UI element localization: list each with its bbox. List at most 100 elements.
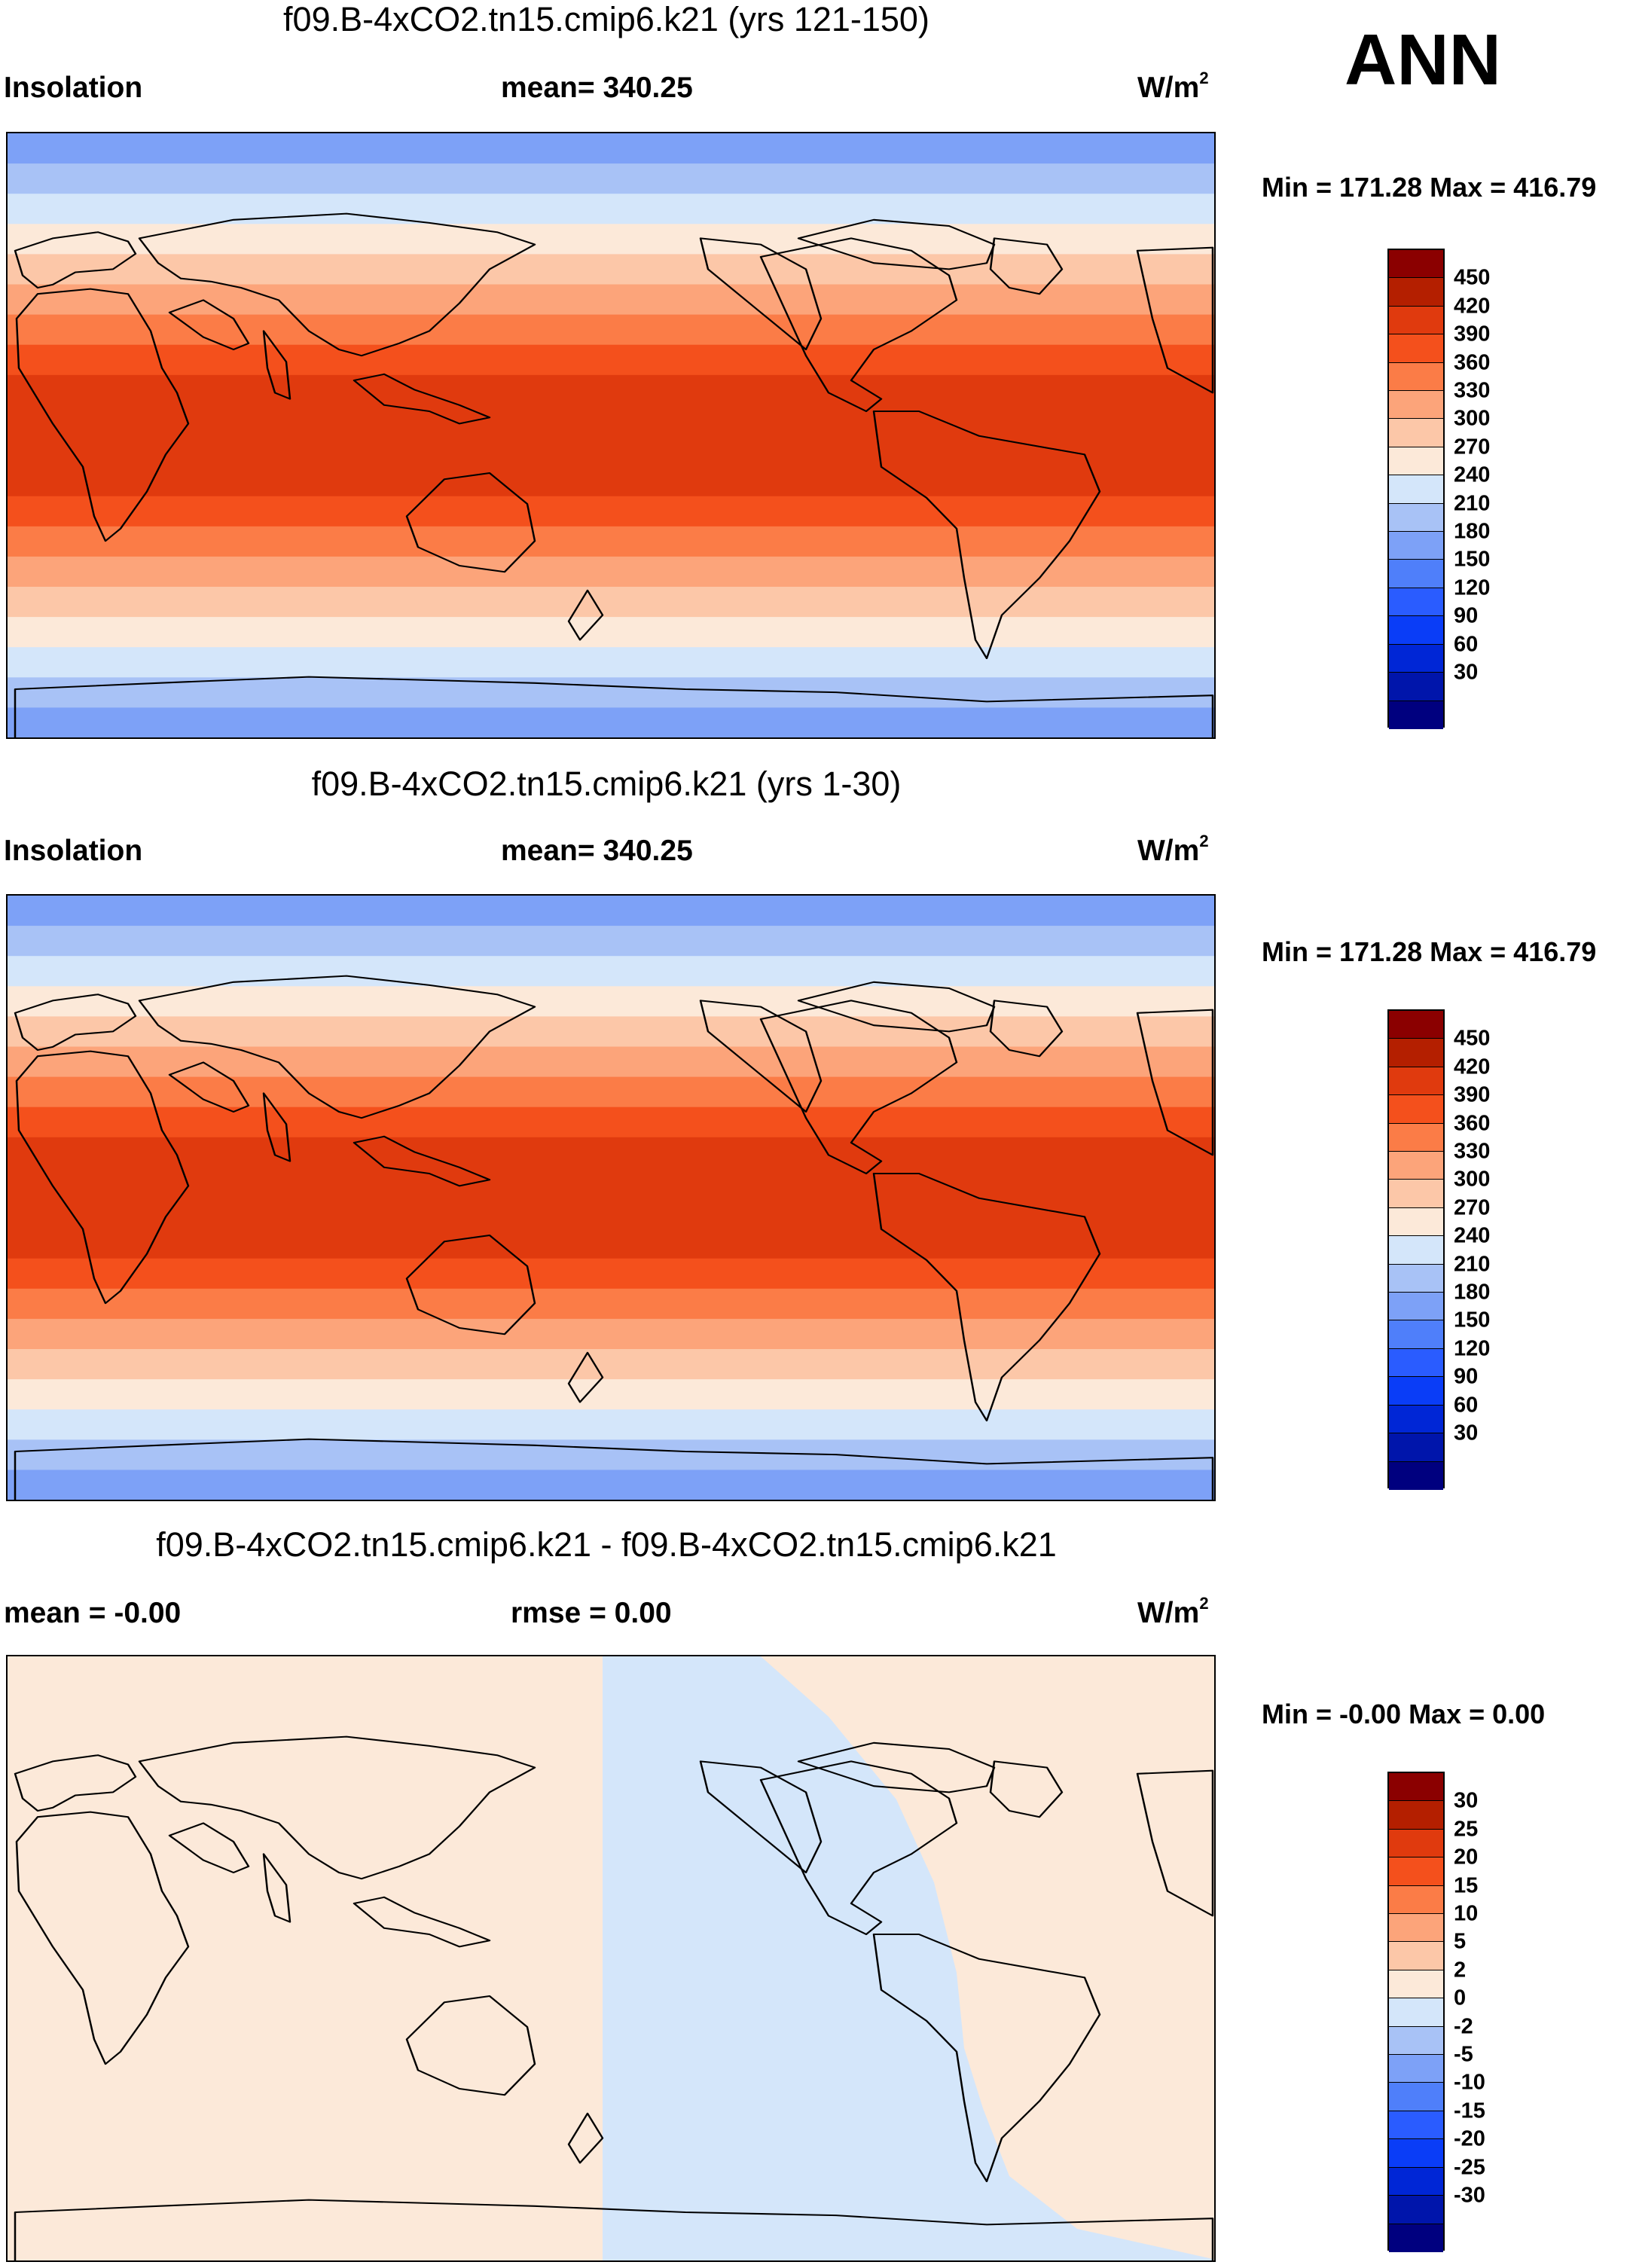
latitude-band (8, 314, 1214, 346)
latitude-band (8, 1258, 1214, 1289)
colorbar-label: 270 (1454, 1195, 1491, 1220)
latitude-band (8, 1318, 1214, 1349)
latitude-band (8, 616, 1214, 648)
latitude-band (8, 1198, 1214, 1229)
colorbar-label: 2 (1454, 1958, 1467, 1983)
panel1-map (6, 132, 1216, 739)
coastline (797, 981, 996, 1033)
panel2-minmax: Min = 171.28 Max = 416.79 (1262, 936, 1597, 967)
coastlines (14, 1735, 1214, 2260)
colorbar-cell (1389, 1377, 1443, 1406)
latitude-band (8, 586, 1214, 618)
colorbar-cell (1389, 2111, 1443, 2140)
coastline (168, 1061, 250, 1113)
latitude-band (8, 435, 1214, 466)
colorbar-label: 210 (1454, 491, 1491, 516)
coastline (989, 1760, 1064, 1818)
colorbar-label: 450 (1454, 265, 1491, 290)
colorbar-cell (1389, 2083, 1443, 2111)
panel1-units: W/m2 (1137, 69, 1209, 104)
coastline (138, 212, 536, 357)
colorbar-cell (1389, 362, 1443, 392)
latitude-band (8, 1288, 1214, 1319)
coastline (353, 1135, 491, 1187)
latitude-band (8, 707, 1214, 737)
colorbar-cell (1389, 1433, 1443, 1462)
coastline (262, 330, 291, 400)
colorbar-cell (1389, 1039, 1443, 1067)
colorbar-cell (1389, 1293, 1443, 1321)
coastline (14, 1754, 137, 1812)
coastline (15, 1050, 190, 1305)
coastline (138, 975, 536, 1119)
colorbar-cell (1389, 673, 1443, 701)
panel3-colorbar (1387, 1772, 1445, 2252)
colorbar-label: 240 (1454, 462, 1491, 487)
colorbar-label: -15 (1454, 2099, 1485, 2123)
colorbar-cell (1389, 1320, 1443, 1349)
map-fill (8, 133, 1214, 737)
coastline (872, 410, 1101, 660)
season-label: ANN (1345, 20, 1501, 100)
colorbar-label: -2 (1454, 2014, 1473, 2039)
panel2-colorbar (1387, 1009, 1445, 1490)
latitude-band (8, 1409, 1214, 1440)
latitude-band (8, 526, 1214, 557)
colorbar-label: 60 (1454, 1393, 1479, 1418)
latitude-band (8, 133, 1214, 164)
negative-region (603, 1656, 1213, 2260)
colorbar-label: 390 (1454, 322, 1491, 346)
panel3-title: f09.B-4xCO2.tn15.cmip6.k21 - f09.B-4xCO2… (156, 1525, 1057, 1564)
latitude-band (8, 404, 1214, 436)
colorbar-label: 15 (1454, 1873, 1479, 1898)
colorbar-label: 300 (1454, 406, 1491, 431)
colorbar-cell (1389, 2026, 1443, 2056)
panel2-map-svg (8, 896, 1214, 1500)
colorbar-label: 330 (1454, 1139, 1491, 1164)
latitude-band (8, 1228, 1214, 1259)
latitude-band (8, 1107, 1214, 1138)
panel2-title: f09.B-4xCO2.tn15.cmip6.k21 (yrs 1-30) (311, 765, 902, 803)
colorbar-cell (1389, 1857, 1443, 1886)
colorbar-label: 150 (1454, 547, 1491, 572)
colorbar-cell (1389, 447, 1443, 476)
colorbar-cell (1389, 1011, 1443, 1039)
colorbar-cell (1389, 391, 1443, 420)
colorbar-cell (1389, 2139, 1443, 2168)
colorbar-label: 90 (1454, 1364, 1479, 1389)
colorbar-cell (1389, 532, 1443, 560)
coastline (138, 1735, 536, 1880)
colorbar-label: 300 (1454, 1167, 1491, 1192)
colorbar-label: 5 (1454, 1929, 1467, 1954)
colorbar-cell (1389, 1236, 1443, 1265)
panel1-title: f09.B-4xCO2.tn15.cmip6.k21 (yrs 121-150) (283, 0, 929, 38)
colorbar-label: 420 (1454, 1055, 1491, 1079)
latitude-band (8, 1016, 1214, 1047)
latitude-band (8, 926, 1214, 957)
colorbar-cell (1389, 278, 1443, 307)
panel3-mean-label: mean = -0.00 (4, 1597, 182, 1629)
colorbar-cell (1389, 1348, 1443, 1378)
colorbar-label: 0 (1454, 1986, 1467, 2010)
coastline (353, 1896, 491, 1948)
coastline (1136, 1009, 1214, 1156)
coastline (872, 1933, 1101, 2183)
colorbar-label: 180 (1454, 519, 1491, 544)
latitude-band (8, 896, 1214, 926)
panel3-rmse-label: rmse = 0.00 (511, 1597, 672, 1629)
colorbar-label: 420 (1454, 294, 1491, 319)
coastline (567, 2112, 604, 2164)
latitude-band (8, 344, 1214, 376)
panel1-minmax: Min = 171.28 Max = 416.79 (1262, 172, 1597, 203)
coastline (14, 2199, 1214, 2260)
panel1-colorbar (1387, 249, 1445, 729)
colorbar-cell (1389, 2055, 1443, 2083)
colorbar-label: 120 (1454, 575, 1491, 600)
coastline (699, 237, 823, 351)
coastline (872, 1172, 1101, 1422)
colorbar-label: -20 (1454, 2126, 1485, 2151)
colorbar-label: 150 (1454, 1308, 1491, 1332)
latitude-band (8, 194, 1214, 224)
colorbar-cell (1389, 644, 1443, 673)
colorbar-cell (1389, 1998, 1443, 2027)
